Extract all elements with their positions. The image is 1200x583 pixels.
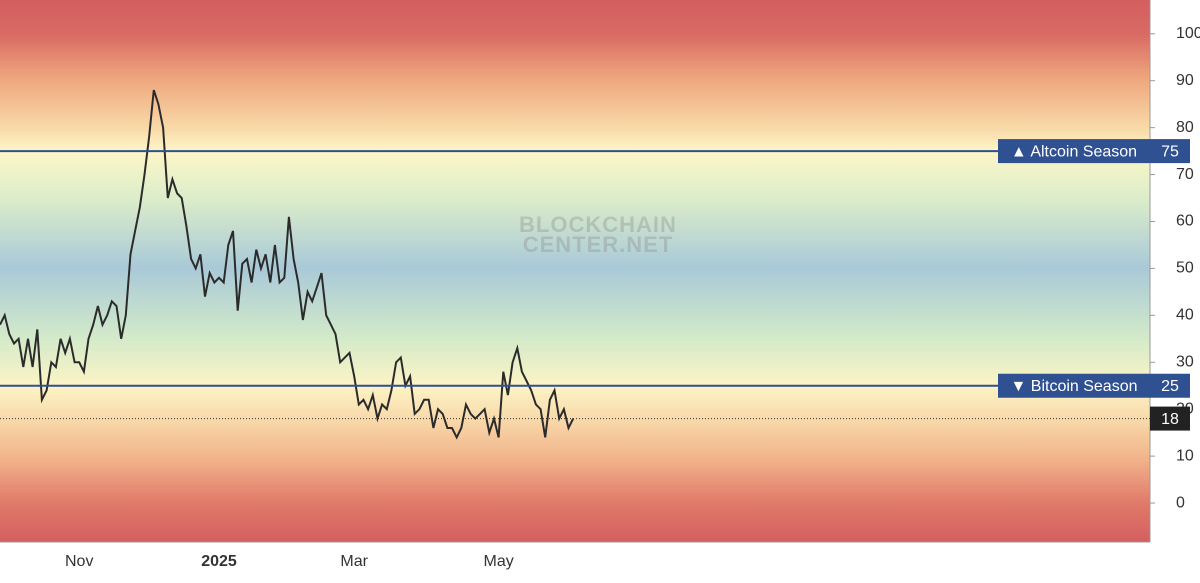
- reference-value: 25: [1161, 378, 1179, 395]
- y-tick-label: 60: [1176, 213, 1194, 230]
- y-tick-label: 40: [1176, 307, 1194, 324]
- reference-value: 75: [1161, 143, 1179, 160]
- y-tick-label: 80: [1176, 119, 1194, 136]
- y-tick-label: 0: [1176, 494, 1185, 511]
- reference-label: ▼ Bitcoin Season: [1010, 378, 1137, 395]
- watermark: CENTER.NET: [523, 232, 674, 257]
- reference-label-box: [998, 139, 1150, 164]
- data-line: [0, 89, 575, 440]
- current-value-box: [1150, 406, 1190, 431]
- plot-background: [0, 0, 1150, 542]
- y-tick-label: 100: [1176, 25, 1200, 42]
- y-tick-label: 30: [1176, 353, 1194, 370]
- reference-label-box: [998, 373, 1150, 398]
- y-tick-label: 70: [1176, 166, 1194, 183]
- watermark: BLOCKCHAIN: [519, 212, 677, 237]
- reference-value-box: [1150, 139, 1190, 164]
- x-tick-label: Nov: [65, 553, 93, 570]
- current-value: 18: [1161, 411, 1179, 428]
- y-tick-label: 50: [1176, 260, 1194, 277]
- reference-value-box: [1150, 373, 1190, 398]
- x-tick-label: May: [484, 553, 514, 570]
- reference-label: ▲ Altcoin Season: [1011, 143, 1137, 160]
- x-tick-label: Mar: [340, 553, 368, 570]
- y-tick-label: 10: [1176, 447, 1194, 464]
- x-tick-label: 2025: [201, 553, 237, 570]
- y-tick-label: 90: [1176, 72, 1194, 89]
